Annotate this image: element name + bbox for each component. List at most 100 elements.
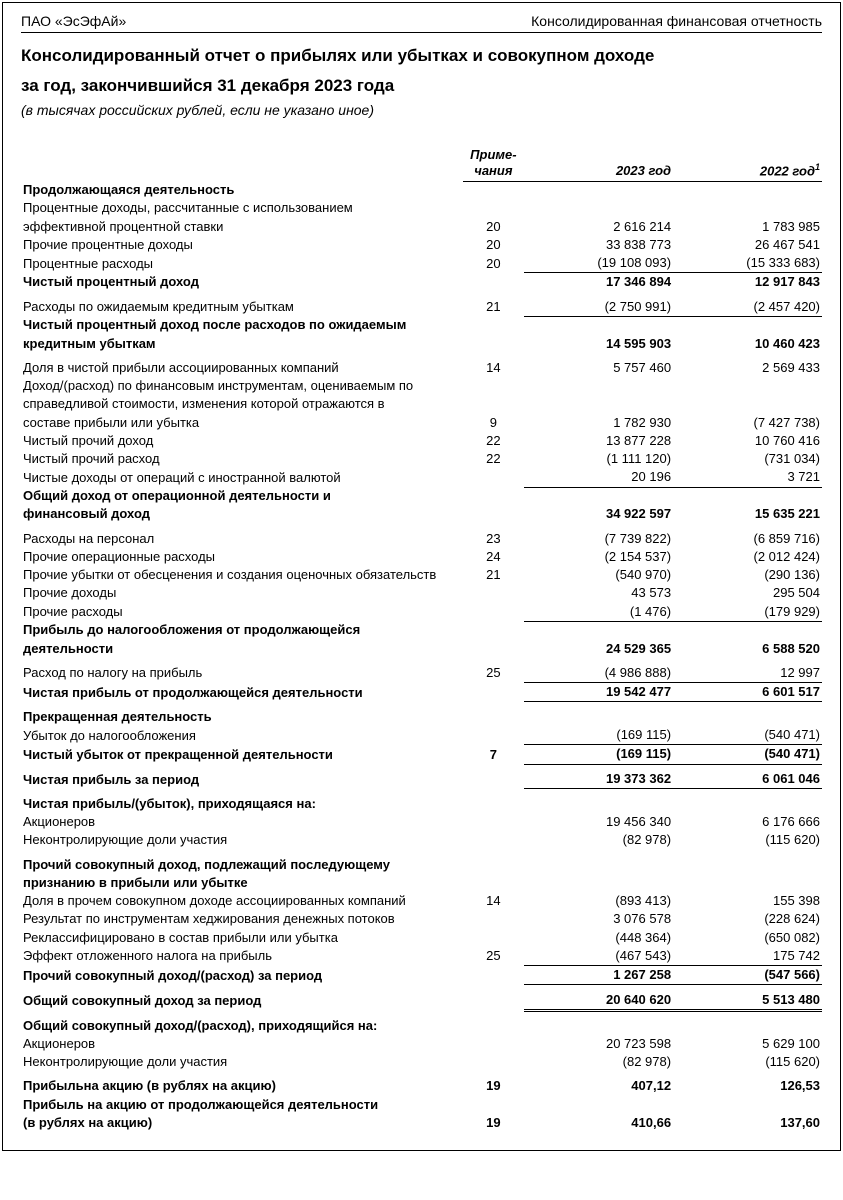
table-row: Процентные доходы, рассчитанные с исполь… [21,199,822,217]
row-value-2022 [673,795,822,813]
row-value-2023 [524,874,673,892]
row-label: финансовый доход [21,505,463,523]
row-note [463,273,525,292]
table-row: Чистая прибыль от продолжающейся деятель… [21,683,822,702]
row-note [463,395,525,413]
row-value-2022: (228 624) [673,910,822,928]
row-note [463,584,525,602]
row-label: Реклассифицировано в состав прибыли или … [21,929,463,947]
col-year2-header: 2022 год1 [673,146,822,181]
table-row: Акционеров20 723 5985 629 100 [21,1035,822,1053]
row-value-2022: 3 721 [673,468,822,487]
row-value-2022 [673,181,822,199]
row-note [463,910,525,928]
row-note: 9 [463,414,525,432]
row-value-2023 [524,199,673,217]
table-row: Расходы по ожидаемым кредитным убыткам21… [21,298,822,317]
row-value-2023 [524,181,673,199]
table-row: Убыток до налогообложения(169 115)(540 4… [21,726,822,745]
report-title-1: Консолидированный отчет о прибылях или у… [21,43,822,69]
row-value-2022: (115 620) [673,831,822,849]
table-row: Чистый прочий доход2213 877 22810 760 41… [21,432,822,450]
row-label: Убыток до налогообложения [21,726,463,745]
row-value-2022: 2 569 433 [673,359,822,377]
row-label: Прочий совокупный доход, подлежащий посл… [21,856,463,874]
table-row: Прочий совокупный доход, подлежащий посл… [21,856,822,874]
row-value-2022: (290 136) [673,566,822,584]
row-note [463,1096,525,1114]
table-row: Прочие убытки от обесценения и создания … [21,566,822,584]
row-label: Чистый прочий доход [21,432,463,450]
row-value-2023: (4 986 888) [524,664,673,683]
row-value-2023 [524,316,673,334]
row-value-2023: 20 640 620 [524,991,673,1011]
row-value-2023: 20 723 598 [524,1035,673,1053]
row-value-2023: 34 922 597 [524,505,673,523]
row-value-2023: (7 739 822) [524,530,673,548]
company-name: ПАО «ЭсЭфАй» [21,13,126,29]
row-label: кредитным убыткам [21,335,463,353]
row-note [463,603,525,622]
row-note [463,726,525,745]
row-note [463,966,525,985]
row-note [463,770,525,789]
table-row: Расходы на персонал23(7 739 822)(6 859 7… [21,530,822,548]
table-row: Общий доход от операционной деятельности… [21,487,822,505]
row-label: Прочие убытки от обесценения и создания … [21,566,463,584]
row-note: 19 [463,1114,525,1132]
row-label: деятельности [21,640,463,658]
row-label: Чистая прибыль от продолжающейся деятель… [21,683,463,702]
row-value-2023: 19 456 340 [524,813,673,831]
table-row: Акционеров19 456 3406 176 666 [21,813,822,831]
row-value-2023 [524,856,673,874]
row-note: 25 [463,947,525,966]
table-row: Продолжающаяся деятельность [21,181,822,199]
row-value-2023: (169 115) [524,745,673,764]
row-value-2022: 175 742 [673,947,822,966]
units-note: (в тысячах российских рублей, если не ук… [21,102,822,118]
row-label: Расходы по ожидаемым кредитным убыткам [21,298,463,317]
row-value-2022: 12 997 [673,664,822,683]
row-label: Акционеров [21,1035,463,1053]
row-value-2022 [673,395,822,413]
row-note: 20 [463,218,525,236]
row-label: Эффект отложенного налога на прибыль [21,947,463,966]
report-title-2: за год, закончившийся 31 декабря 2023 го… [21,73,822,99]
row-value-2022 [673,377,822,395]
table-row: Эффект отложенного налога на прибыль25(4… [21,947,822,966]
row-value-2022: (2 012 424) [673,548,822,566]
row-value-2023: 17 346 894 [524,273,673,292]
table-header-row: Приме-чания 2023 год 2022 год1 [21,146,822,181]
table-row: составе прибыли или убытка91 782 930(7 4… [21,414,822,432]
row-label: составе прибыли или убытка [21,414,463,432]
row-note: 22 [463,450,525,468]
row-value-2023: (448 364) [524,929,673,947]
row-value-2023 [524,487,673,505]
doc-type: Консолидированная финансовая отчетность [531,13,822,29]
row-label: Прочие процентные доходы [21,236,463,254]
row-value-2022: (731 034) [673,450,822,468]
table-row: Прибыль на акцию от продолжающейся деяте… [21,1096,822,1114]
row-label: Прибыль на акцию от продолжающейся деяте… [21,1096,463,1114]
row-label: Процентные доходы, рассчитанные с исполь… [21,199,463,217]
table-row: эффективной процентной ставки202 616 214… [21,218,822,236]
table-row: Прочие доходы43 573295 504 [21,584,822,602]
row-value-2023: 3 076 578 [524,910,673,928]
row-label: Прибыль до налогообложения от продолжающ… [21,621,463,639]
row-value-2023 [524,708,673,726]
row-note [463,831,525,849]
table-row: Чистая прибыль за период19 373 3626 061 … [21,770,822,789]
row-note [463,874,525,892]
row-label: Чистый убыток от прекращенной деятельнос… [21,745,463,764]
row-label: признанию в прибыли или убытке [21,874,463,892]
row-value-2023: (19 108 093) [524,254,673,273]
row-label: Процентные расходы [21,254,463,273]
row-note [463,813,525,831]
row-value-2022: (15 333 683) [673,254,822,273]
row-note: 14 [463,892,525,910]
row-value-2022: (115 620) [673,1053,822,1071]
row-label: Прочие операционные расходы [21,548,463,566]
row-note [463,708,525,726]
row-value-2022: (547 566) [673,966,822,985]
row-value-2023: (893 413) [524,892,673,910]
